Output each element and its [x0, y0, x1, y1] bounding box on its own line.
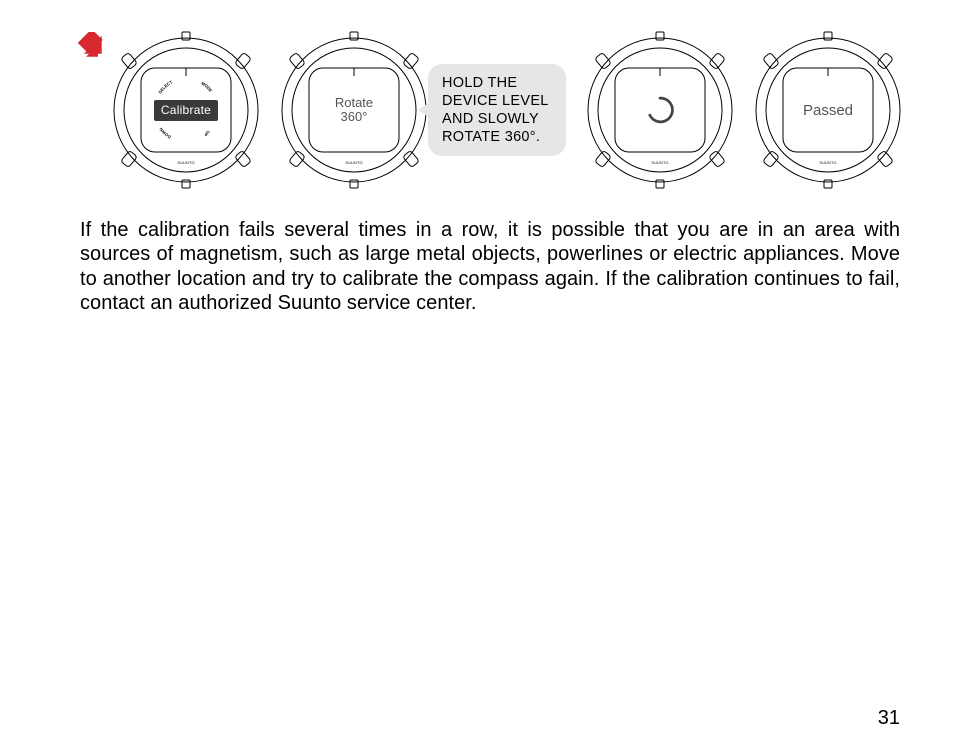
watch-step-3: SUUNTO	[580, 30, 740, 190]
screen-label: Passed	[803, 102, 853, 119]
spinner-icon	[643, 93, 677, 127]
start-arrow-icon-overlay	[78, 32, 106, 60]
callout-line: AND SLOWLY	[442, 110, 552, 128]
screen-line1: Rotate	[335, 96, 373, 110]
callout-line: HOLD THE	[442, 74, 552, 92]
watch-step-2: SUUNTO Rotate 360°	[274, 30, 434, 190]
body-paragraph: If the calibration fails several times i…	[80, 218, 900, 316]
svg-text:SUUNTO: SUUNTO	[345, 161, 362, 165]
instruction-callout-wrap: HOLD THE DEVICE LEVEL AND SLOWLY ROTATE …	[434, 64, 580, 157]
watch-screen: Calibrate	[140, 76, 232, 144]
instruction-callout: HOLD THE DEVICE LEVEL AND SLOWLY ROTATE …	[428, 64, 566, 157]
manual-page: SELECT MODE DOWN UP SUUNTO Calibrate	[0, 0, 954, 756]
watch-step-1: SELECT MODE DOWN UP SUUNTO Calibrate	[106, 30, 266, 190]
watch-screen	[614, 76, 706, 144]
svg-text:SUUNTO: SUUNTO	[651, 161, 668, 165]
page-number: 31	[878, 707, 900, 730]
svg-text:SUUNTO: SUUNTO	[177, 161, 194, 165]
callout-line: DEVICE LEVEL	[442, 92, 552, 110]
watch-screen: Rotate 360°	[308, 76, 400, 144]
calibration-steps-row: SELECT MODE DOWN UP SUUNTO Calibrate	[106, 25, 914, 195]
screen-label: Calibrate	[154, 100, 218, 121]
svg-text:SUUNTO: SUUNTO	[819, 161, 836, 165]
screen-line2: 360°	[335, 110, 373, 124]
screen-label-stack: Rotate 360°	[335, 96, 373, 123]
watch-screen: Passed	[782, 76, 874, 144]
callout-line: ROTATE 360°.	[442, 128, 552, 146]
watch-step-4: SUUNTO Passed	[748, 30, 908, 190]
